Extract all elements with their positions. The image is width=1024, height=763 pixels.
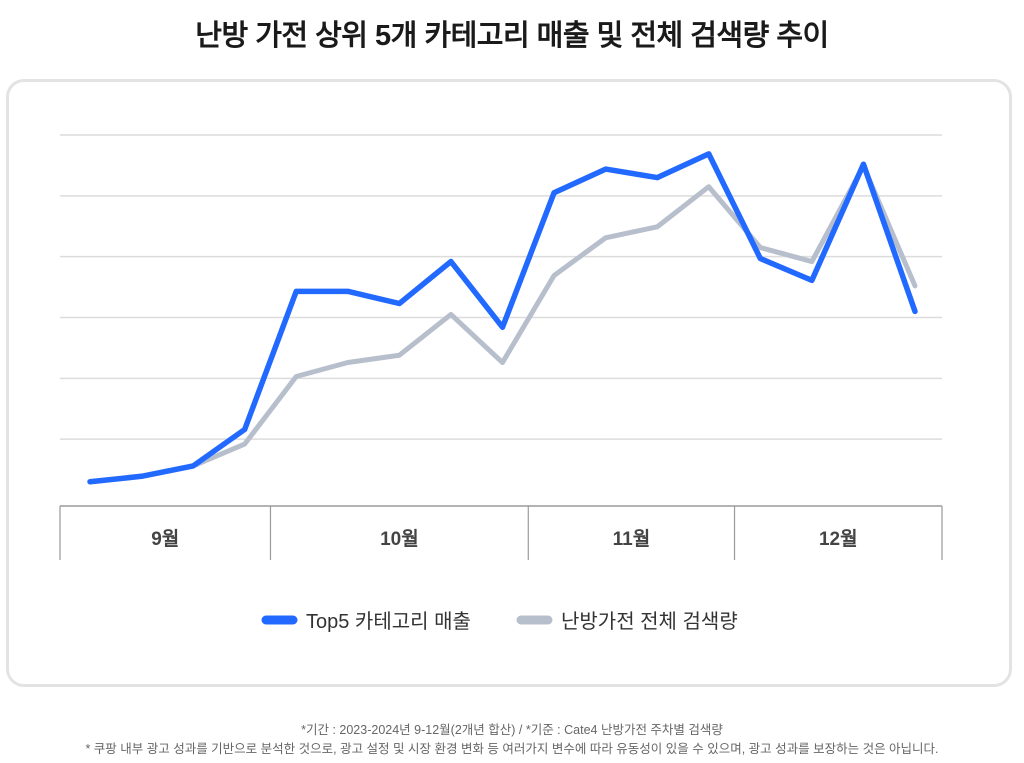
- footnote-period: *기간 : 2023-2024년 9-12월(2개년 합산) / *기준 : C…: [301, 723, 723, 737]
- footnotes: *기간 : 2023-2024년 9-12월(2개년 합산) / *기준 : C…: [0, 721, 1024, 759]
- legend-label-sales: Top5 카테고리 매출: [306, 610, 471, 633]
- legend-label-search: 난방가전 전체 검색량: [561, 610, 738, 633]
- legend: Top5 카테고리 매출 난방가전 전체 검색량: [261, 610, 738, 633]
- chart-title: 난방 가전 상위 5개 카테고리 매출 및 전체 검색량 추이: [195, 20, 829, 52]
- footnote-disclaimer: * 쿠팡 내부 광고 성과를 기반으로 분석한 것으로, 광고 설정 및 시장 …: [85, 742, 939, 756]
- month-label: 12월: [819, 528, 858, 550]
- chart-card: [6, 79, 1012, 687]
- month-label: 9월: [151, 528, 179, 550]
- month-label: 10월: [380, 528, 419, 550]
- month-label: 11월: [613, 528, 651, 550]
